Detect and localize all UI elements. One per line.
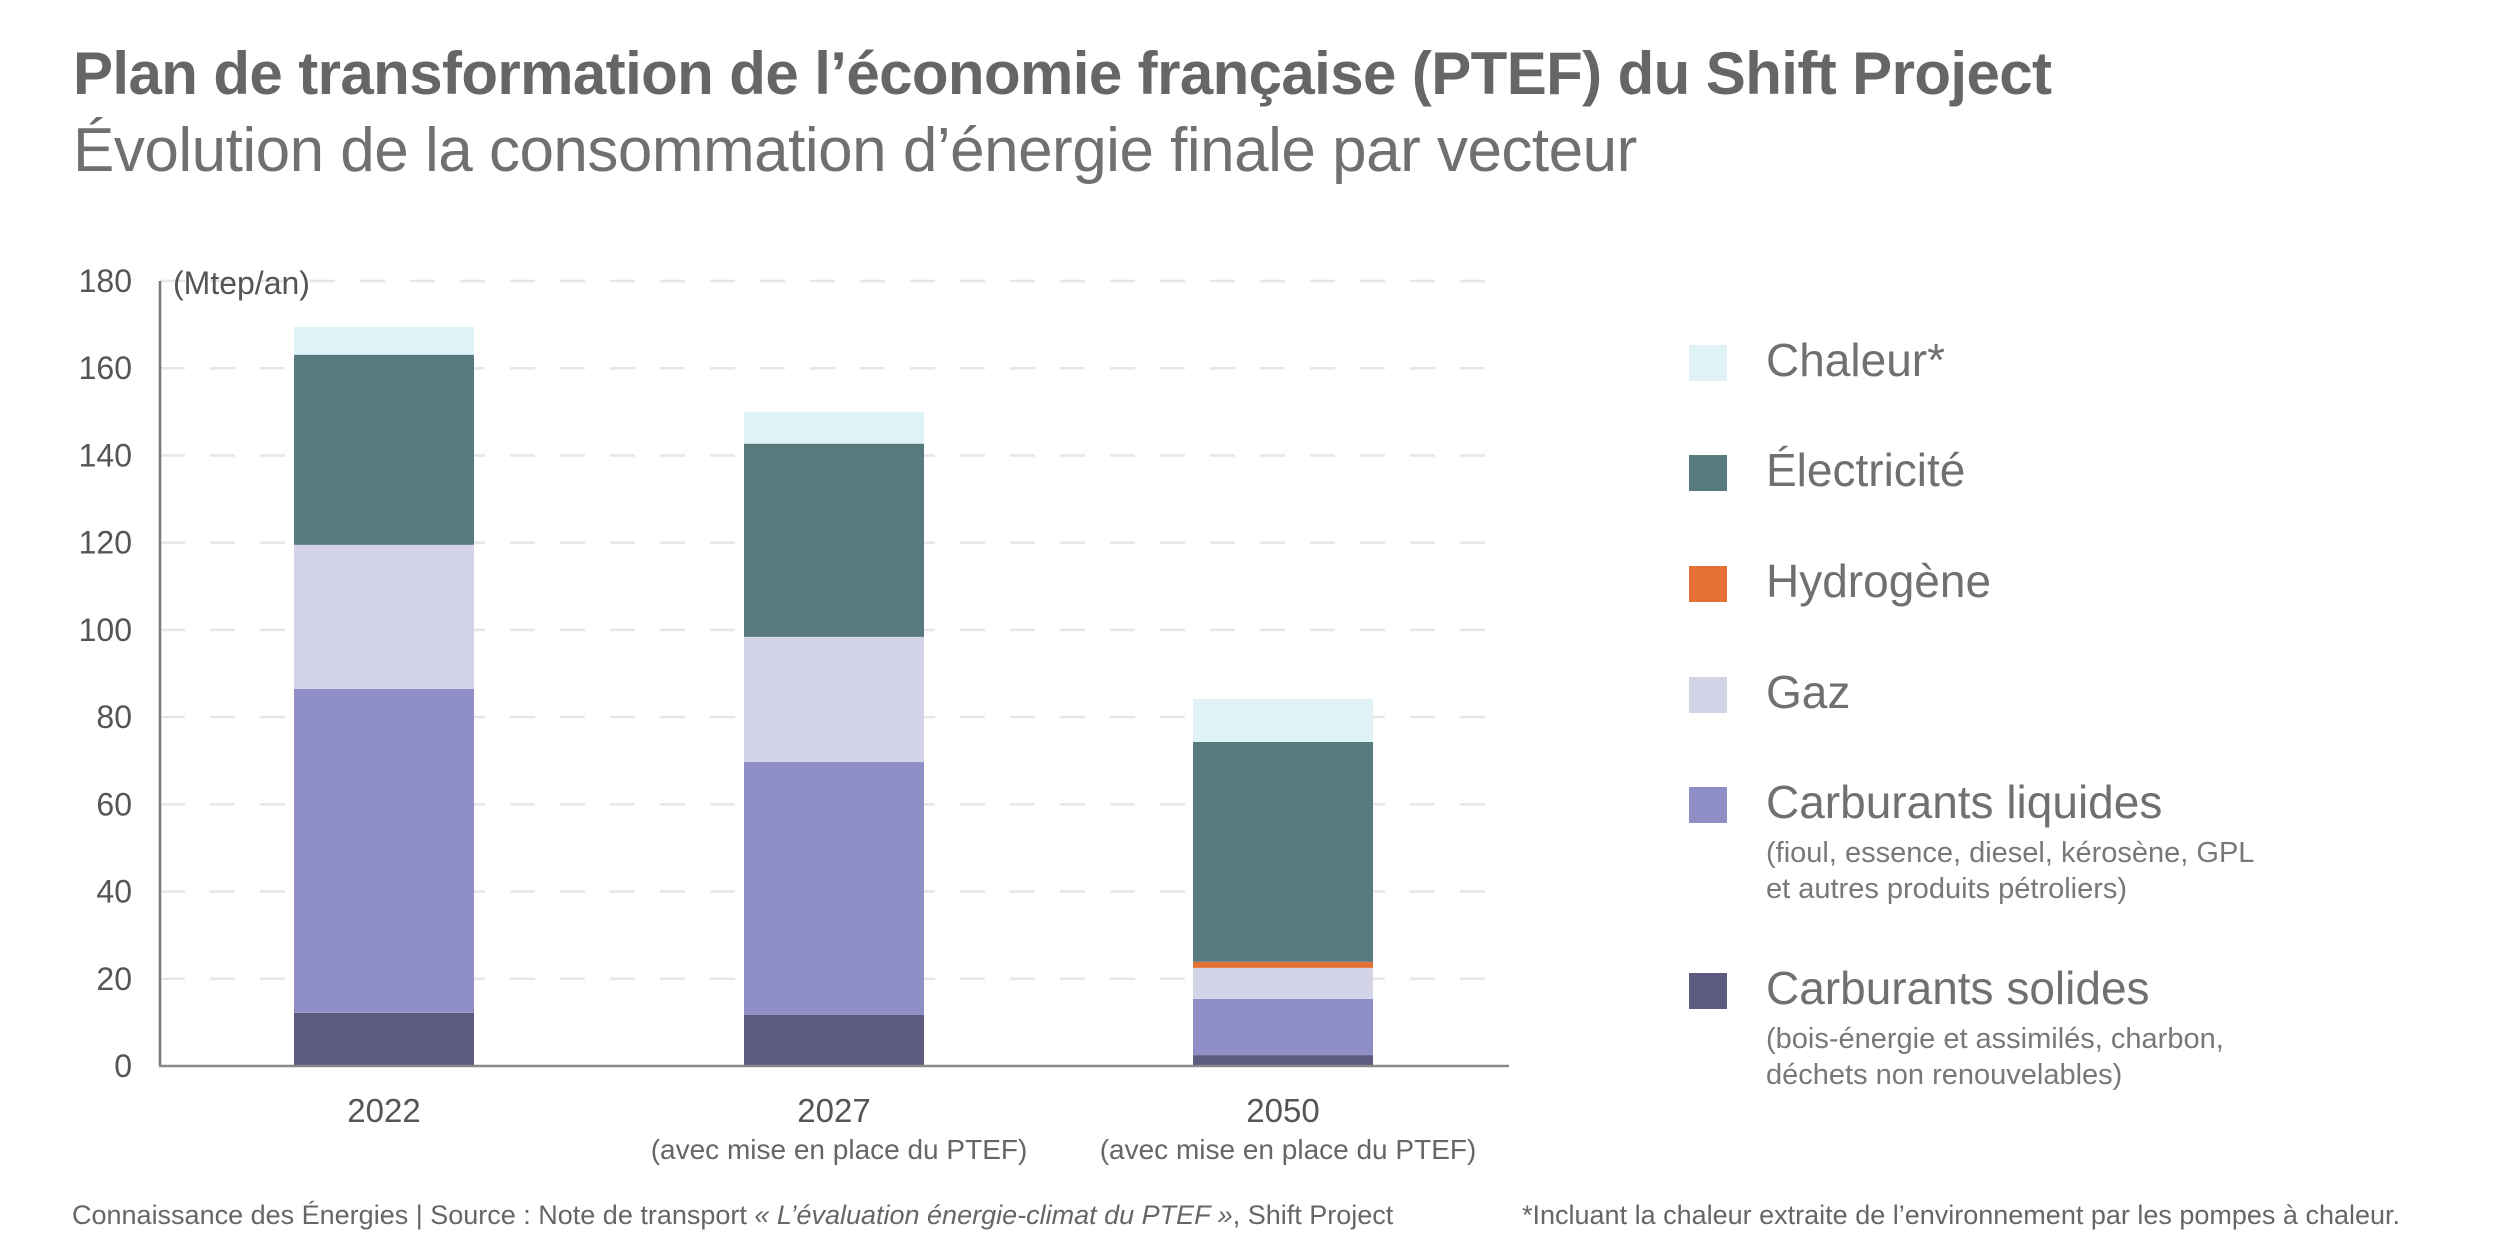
bar-segment-électricité bbox=[294, 354, 474, 545]
bar-segment-chaleur bbox=[744, 411, 924, 444]
legend-swatch bbox=[1689, 677, 1727, 713]
legend-label: Chaleur* bbox=[1766, 334, 1945, 386]
x-tick-sublabel: (avec mise en place du PTEF) bbox=[651, 1134, 1028, 1165]
source-suffix: , Shift Project bbox=[1232, 1200, 1394, 1230]
y-tick-label: 160 bbox=[79, 350, 132, 386]
bar-segment-électricité bbox=[1193, 741, 1373, 962]
legend-description-line: déchets non renouvelables) bbox=[1766, 1059, 2123, 1091]
legend-description: (fioul, essence, diesel, kérosène, GPL et… bbox=[1766, 835, 2254, 907]
y-tick-label: 140 bbox=[79, 437, 132, 473]
y-tick-label: 0 bbox=[114, 1048, 132, 1084]
source-prefix: Connaissance des Énergies | Source : Not… bbox=[72, 1200, 755, 1230]
legend-swatch bbox=[1689, 455, 1727, 491]
legend-swatch bbox=[1689, 787, 1727, 823]
x-tick-label: 2027 bbox=[797, 1092, 870, 1129]
source-note: Connaissance des Énergies | Source : Not… bbox=[72, 1200, 1393, 1231]
bar-segment-électricité bbox=[744, 443, 924, 637]
legend-label: Électricité bbox=[1766, 444, 1966, 496]
y-tick-label: 20 bbox=[96, 961, 132, 997]
footnote: *Incluant la chaleur extraite de l’envir… bbox=[1522, 1200, 2401, 1230]
bar-segment-carburants-liquides bbox=[744, 762, 924, 1015]
y-tick-label: 60 bbox=[96, 786, 132, 822]
legend-description-line: (fioul, essence, diesel, kérosène, GPL bbox=[1766, 837, 2255, 869]
x-tick-label: 2022 bbox=[347, 1092, 420, 1129]
chart-title: Plan de transformation de l’économie fra… bbox=[73, 40, 2052, 107]
source-title: « L’évaluation énergie-climat du PTEF » bbox=[754, 1200, 1233, 1230]
bar-segment-gaz bbox=[744, 636, 924, 763]
bar-segment-gaz bbox=[1193, 967, 1373, 999]
bar-segment-carburants-liquides bbox=[294, 688, 474, 1013]
legend-label: Carburants solides bbox=[1766, 962, 2150, 1014]
bar-segment-hydrogène bbox=[1193, 961, 1373, 968]
legend-swatch bbox=[1689, 566, 1727, 602]
y-tick-label: 40 bbox=[96, 874, 132, 910]
y-tick-label: 80 bbox=[96, 699, 132, 735]
axes bbox=[158, 281, 1509, 1068]
bar-segment-carburants-solides bbox=[294, 1012, 474, 1066]
legend-label: Gaz bbox=[1766, 666, 1851, 718]
bar-segment-chaleur bbox=[1193, 698, 1373, 742]
bar-stack-2022 bbox=[294, 326, 474, 1066]
y-tick-label: 100 bbox=[79, 612, 132, 648]
legend-description: (bois-énergie et assimilés, charbon, déch… bbox=[1766, 1021, 2224, 1093]
bar-stack-2050 bbox=[1193, 698, 1373, 1066]
bar-segment-carburants-solides bbox=[744, 1014, 924, 1066]
legend-label: Carburants liquides bbox=[1766, 776, 2163, 828]
bar-segment-carburants-liquides bbox=[1193, 998, 1373, 1056]
legend-description-line: (bois-énergie et assimilés, charbon, bbox=[1766, 1023, 2224, 1055]
x-tick-label: 2050 bbox=[1246, 1092, 1319, 1129]
legend-description-line: et autres produits pétroliers) bbox=[1766, 873, 2128, 905]
bar-stack-2027 bbox=[744, 411, 924, 1066]
bars bbox=[294, 326, 1373, 1066]
y-tick-label: 180 bbox=[79, 263, 132, 299]
y-tick-labels: 0 20 40 60 80 100 120 140 160 180 bbox=[79, 263, 132, 1084]
x-tick-sublabel: (avec mise en place du PTEF) bbox=[1100, 1134, 1477, 1165]
y-tick-label: 120 bbox=[79, 525, 132, 561]
x-tick-labels: 2022 2027 (avec mise en place du PTEF) 2050… bbox=[347, 1092, 1476, 1165]
legend-label: Hydrogène bbox=[1766, 555, 1992, 607]
bar-segment-gaz bbox=[294, 544, 474, 689]
chart-subtitle: Évolution de la consommation d’énergie f… bbox=[73, 116, 1637, 185]
y-axis-unit-label: (Mtep/an) bbox=[173, 265, 310, 301]
bar-segment-carburants-solides bbox=[1193, 1055, 1373, 1066]
legend-swatch bbox=[1689, 973, 1727, 1009]
legend-swatch bbox=[1689, 345, 1727, 381]
bar-segment-chaleur bbox=[294, 326, 474, 355]
